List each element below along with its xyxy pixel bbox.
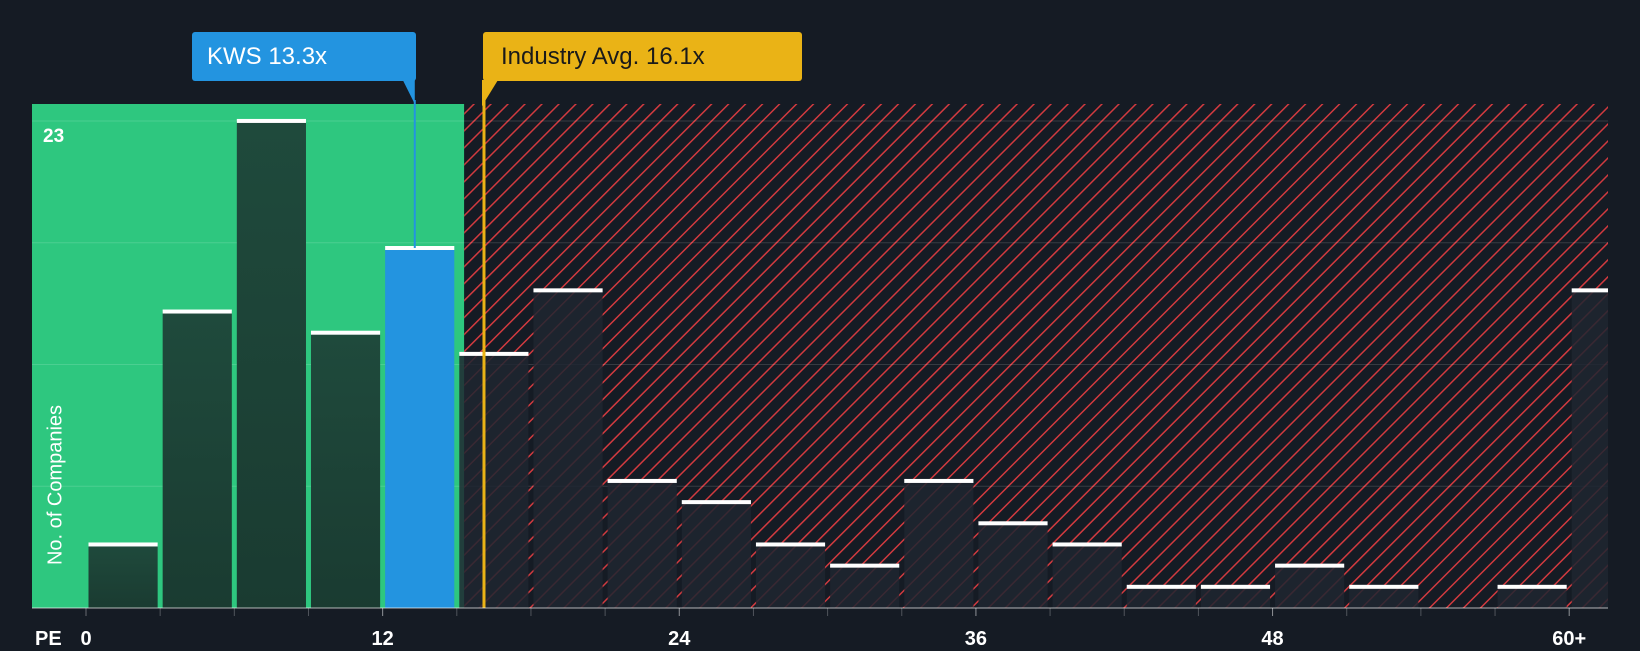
bar-19	[1497, 586, 1567, 608]
bar-9	[755, 544, 826, 608]
bar-top-15	[1200, 584, 1271, 589]
bar-10	[830, 565, 900, 608]
x-tick-label-3: 36	[964, 628, 988, 650]
bar-top-9	[755, 542, 826, 547]
x-tick-label-2: 24	[668, 628, 691, 650]
bar-top-14	[1126, 584, 1196, 589]
bar-2	[236, 120, 306, 609]
bar-12	[978, 523, 1048, 608]
bar-top-6	[533, 288, 603, 293]
bar-8	[681, 502, 751, 608]
bar-top-8	[681, 500, 751, 505]
y-axis-max-label: 23	[43, 126, 65, 147]
bar-16	[1275, 565, 1345, 608]
bar-top-17	[1349, 584, 1419, 589]
bar-top-11	[904, 478, 974, 483]
bar-top-7	[607, 478, 677, 483]
x-tick-label-4: 48	[1261, 628, 1284, 650]
x-tick-label-5: 60+	[1552, 628, 1587, 650]
x-tick-label-0: 0	[80, 628, 92, 650]
x-tick-label-1: 12	[371, 628, 394, 650]
bar-top-2	[236, 118, 306, 123]
bar-14	[1126, 586, 1196, 608]
bar-4	[385, 248, 455, 608]
bar-top-4	[385, 246, 455, 250]
bar-0	[88, 544, 158, 608]
bar-20	[1571, 290, 1608, 608]
bar-top-20	[1571, 288, 1608, 293]
bar-top-5	[459, 351, 529, 356]
bar-7	[607, 480, 677, 608]
bar-top-13	[1052, 542, 1122, 547]
bar-11	[904, 480, 974, 608]
company-pe-callout: KWS 13.3x	[192, 32, 416, 81]
bar-top-0	[88, 542, 158, 547]
company-callout-pointer	[402, 80, 415, 104]
bar-top-12	[978, 521, 1048, 526]
bar-17	[1349, 586, 1419, 608]
bar-5	[459, 353, 529, 608]
bar-6	[533, 290, 603, 608]
bar-13	[1052, 544, 1122, 608]
bar-15	[1200, 586, 1271, 608]
bar-top-10	[830, 563, 900, 568]
bar-top-1	[162, 309, 232, 314]
x-axis-title: PE	[35, 628, 62, 650]
bar-top-19	[1497, 584, 1567, 589]
bar-top-3	[310, 330, 381, 335]
bar-3	[310, 332, 381, 608]
y-axis-label: No. of Companies	[44, 404, 67, 566]
industry-callout-pointer	[481, 80, 498, 106]
bar-1	[162, 311, 232, 608]
bar-top-16	[1275, 563, 1345, 568]
industry-average-callout: Industry Avg. 16.1x	[483, 32, 802, 81]
